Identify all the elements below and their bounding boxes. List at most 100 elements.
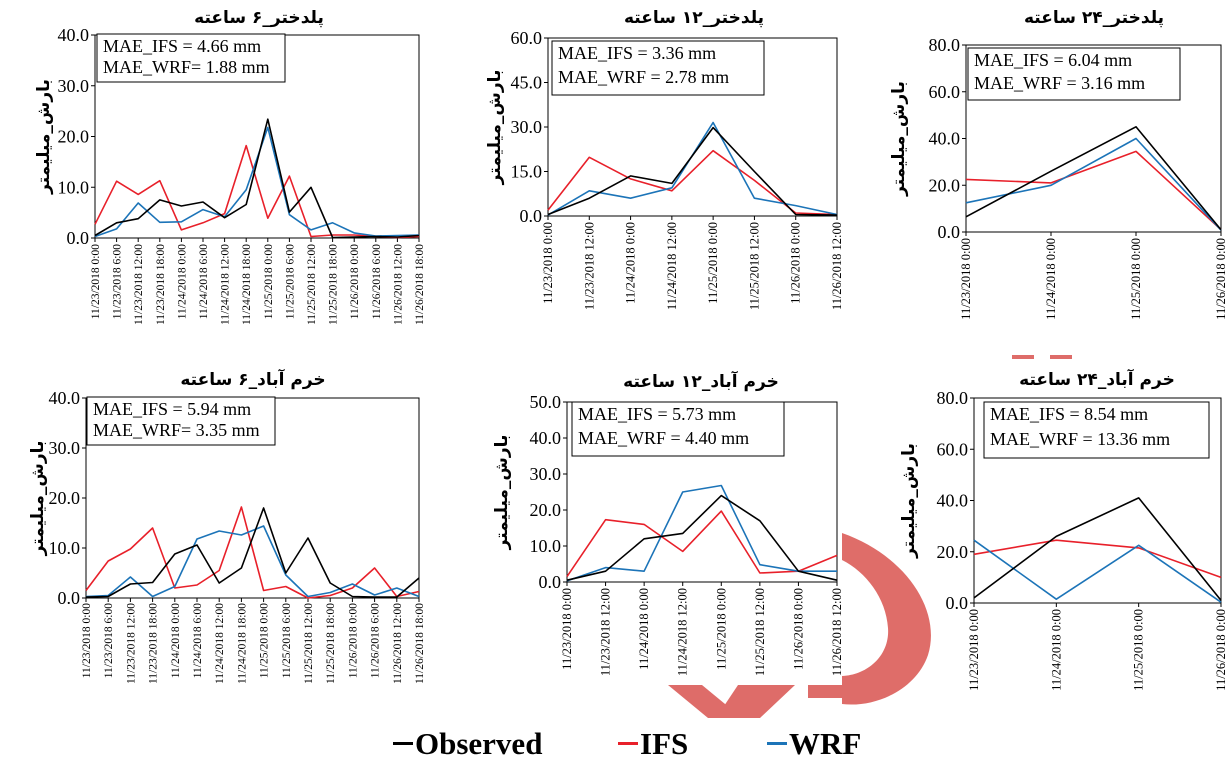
x-tick-label: 11/25/2018 12:00	[303, 603, 315, 684]
legend-label-ifs: IFS	[640, 726, 689, 761]
x-tick-label: 11/24/2018 6:00	[192, 603, 204, 679]
legend: Observed IFS WRF	[0, 724, 1228, 764]
y-tick-label: 40.0	[929, 129, 961, 149]
y-tick-label: 10.0	[58, 177, 90, 197]
annotation-text: MAE_IFS = 5.73 mm	[578, 404, 736, 424]
legend-label-observed: Observed	[415, 726, 543, 761]
x-tick-label: 11/24/2018 12:00	[220, 244, 232, 325]
x-tick-label: 11/24/2018 0:00	[170, 603, 182, 679]
y-tick-label: 80.0	[929, 35, 961, 55]
x-tick-label: 11/26/2018 0:00	[789, 222, 803, 304]
x-tick-label: 11/25/2018 6:00	[284, 244, 296, 320]
y-axis-label: بارش_میلیمتر	[34, 79, 54, 195]
x-tick-label: 11/25/2018 12:00	[753, 588, 767, 676]
x-tick-label: 11/23/2018 12:00	[133, 244, 145, 325]
x-tick-label: 11/24/2018 0:00	[1044, 238, 1058, 320]
series-line-ifs	[85, 506, 420, 599]
x-tick-label: 11/26/2018 12:00	[830, 588, 844, 676]
x-tick-label: 11/24/2018 12:00	[665, 222, 679, 310]
y-tick-label: 30.0	[58, 76, 90, 96]
y-tick-label: 0.0	[946, 593, 969, 613]
x-tick-label: 11/26/2018 0:00	[347, 603, 359, 679]
x-tick-label: 11/23/2018 0:00	[959, 238, 973, 320]
x-tick-label: 11/26/2018 18:00	[414, 603, 426, 684]
x-tick-label: 11/26/2018 18:00	[414, 244, 426, 325]
x-tick-label: 11/26/2018 12:00	[830, 222, 844, 310]
chart-panel-5: خرم آباد_۱۲ ساعته بارش_میلیمتر 0.0 10.0 20.0…	[492, 370, 844, 676]
watermark-shape-bar	[808, 685, 846, 698]
x-tick-label: 11/24/2018 0:00	[637, 588, 651, 670]
chart-title: پلدختر_۶ ساعته	[194, 8, 324, 28]
y-tick-label: 60.0	[929, 82, 961, 102]
chart-title: پلدختر_۱۲ ساعته	[624, 8, 764, 28]
y-tick-label: 20.0	[58, 127, 90, 147]
chart-panel-1: پلدختر_۶ ساعته بارش_میلیمتر 0.0 10.0 20.0 30.…	[34, 8, 426, 325]
x-tick-label: 11/23/2018 0:00	[90, 244, 102, 320]
x-tick-label: 11/26/2018 6:00	[371, 244, 383, 320]
x-tick-label: 11/23/2018 6:00	[112, 244, 124, 320]
annotation-box	[86, 396, 276, 446]
y-axis-label: بارش_میلیمتر	[889, 81, 909, 197]
y-tick-label: 0.0	[539, 572, 562, 592]
x-tick-label: 11/24/2018 12:00	[214, 603, 226, 684]
annotation-text: MAE_IFS = 5.94 mm	[93, 399, 251, 419]
x-tick-label: 11/25/2018 0:00	[263, 244, 275, 320]
y-tick-label: 20.0	[929, 175, 961, 195]
y-tick-label: 60.0	[511, 28, 543, 48]
x-tick-label: 11/25/2018 0:00	[706, 222, 720, 304]
x-tick-label: 11/25/2018 18:00	[325, 603, 337, 684]
annotation-text: MAE_WRF = 13.36 mm	[990, 429, 1170, 449]
y-tick-label: 20.0	[937, 542, 969, 562]
series-line-wrf	[547, 121, 838, 216]
series-line-ifs	[566, 510, 838, 578]
x-tick-label: 11/25/2018 0:00	[1132, 609, 1146, 691]
annotation-text: MAE_WRF= 1.88 mm	[103, 57, 270, 77]
y-tick-label: 30.0	[530, 464, 562, 484]
x-tick-label: 11/24/2018 0:00	[624, 222, 638, 304]
x-tick-label: 11/23/2018 6:00	[103, 603, 115, 679]
x-tick-label: 11/26/2018 12:00	[392, 603, 404, 684]
legend-swatch-ifs	[618, 742, 638, 746]
x-tick-label: 11/23/2018 18:00	[155, 244, 167, 325]
y-tick-label: 0.0	[58, 588, 81, 608]
annotation-box	[983, 401, 1210, 459]
series-line-wrf	[85, 525, 420, 598]
x-tick-label: 11/23/2018 12:00	[125, 603, 137, 684]
x-tick-label: 11/25/2018 6:00	[281, 603, 293, 679]
x-tick-label: 11/26/2018 0:00	[1214, 609, 1228, 691]
y-tick-label: 10.0	[530, 536, 562, 556]
series-line-observed	[85, 507, 420, 598]
y-tick-label: 50.0	[530, 392, 562, 412]
legend-swatch-wrf	[767, 742, 787, 746]
x-tick-label: 11/23/2018 0:00	[967, 609, 981, 691]
y-tick-label: 40.0	[530, 428, 562, 448]
series-line-observed	[965, 126, 1222, 231]
y-tick-label: 0.0	[520, 206, 543, 226]
y-axis-label: بارش_میلیمتر	[899, 443, 919, 559]
series-line-observed	[973, 497, 1222, 601]
x-tick-label: 11/26/2018 6:00	[370, 603, 382, 679]
watermark-shape-dash-right	[716, 685, 795, 718]
annotation-box	[967, 47, 1181, 101]
x-tick-label: 11/25/2018 0:00	[1129, 238, 1143, 320]
series-line-wrf	[566, 484, 837, 582]
x-tick-label: 11/25/2018 12:00	[747, 222, 761, 310]
y-axis-label: بارش_میلیمتر	[28, 441, 48, 557]
y-tick-label: 30.0	[49, 438, 81, 458]
x-tick-label: 11/24/2018 18:00	[241, 244, 253, 325]
annotation-box	[551, 40, 765, 96]
annotation-text: MAE_IFS = 3.36 mm	[558, 43, 716, 63]
y-tick-label: 40.0	[58, 25, 90, 45]
series-line-ifs	[94, 144, 420, 239]
legend-label-wrf: WRF	[789, 726, 862, 761]
chart-panel-4: خرم آباد_۶ ساعته بارش_میلیمتر 0.0 10.0 20.0 3…	[28, 368, 426, 684]
chart-panel-2: پلدختر_۱۲ ساعته بارش_میلیمتر 0.0 15.0 30.0 45…	[485, 8, 844, 310]
y-tick-label: 20.0	[49, 488, 81, 508]
legend-item-wrf: WRF	[767, 724, 861, 764]
x-tick-label: 11/24/2018 6:00	[198, 244, 210, 320]
y-tick-label: 10.0	[49, 538, 81, 558]
series-line-observed	[566, 494, 838, 581]
annotation-box	[571, 401, 785, 457]
chart-title: خرم آباد_۲۴ ساعته	[1019, 368, 1175, 390]
